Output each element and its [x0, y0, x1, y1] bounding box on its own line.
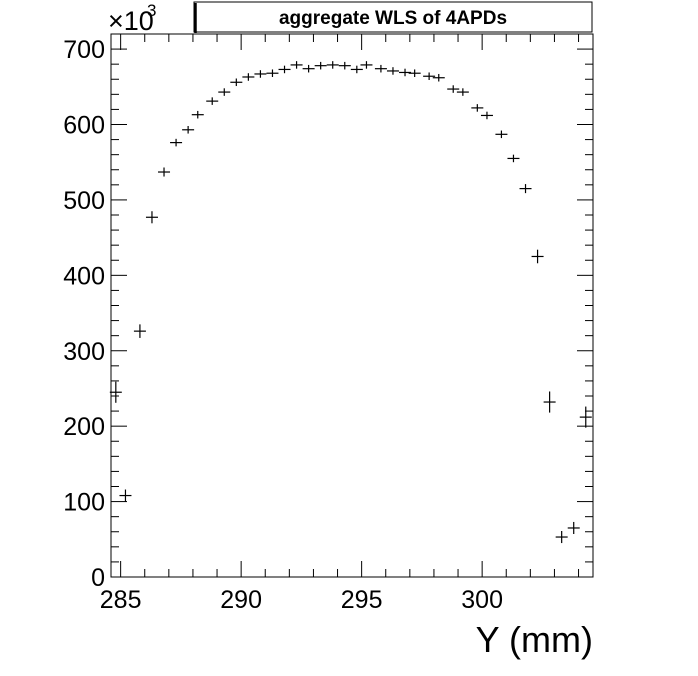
y-multiplier-base: ×10 — [108, 6, 154, 36]
y-tick-label: 700 — [63, 36, 105, 64]
data-point — [290, 61, 303, 69]
data-point — [480, 111, 493, 120]
data-point — [242, 73, 255, 81]
data-points — [109, 61, 592, 544]
data-point — [254, 70, 267, 78]
data-point — [218, 88, 231, 96]
data-point — [507, 154, 520, 163]
data-point — [519, 184, 532, 194]
data-point — [447, 85, 460, 93]
data-point — [338, 61, 351, 70]
data-point — [374, 64, 387, 73]
data-point — [579, 406, 592, 428]
data-point — [170, 138, 183, 147]
data-point — [278, 65, 291, 74]
data-point — [119, 489, 132, 502]
x-tick-label: 285 — [100, 586, 142, 614]
data-point — [360, 61, 373, 69]
data-point — [191, 110, 204, 119]
data-point — [408, 69, 421, 77]
data-point — [326, 61, 339, 69]
data-point — [266, 69, 279, 77]
data-point — [423, 72, 436, 81]
data-point — [399, 68, 412, 77]
chart-title: aggregate WLS of 4APDs — [279, 8, 507, 29]
data-point — [158, 167, 171, 177]
data-point — [314, 61, 327, 70]
data-point — [543, 391, 556, 413]
data-point — [182, 126, 195, 134]
y-tick-label: 600 — [63, 112, 105, 140]
data-point — [555, 530, 568, 544]
data-point — [145, 211, 158, 224]
y-axis-multiplier: ×10 3 — [108, 1, 156, 36]
x-tick-label: 290 — [220, 586, 262, 614]
data-point — [495, 130, 508, 139]
data-point — [456, 88, 469, 96]
data-point — [432, 73, 445, 82]
title-box-frame — [193, 1, 593, 33]
y-tick-label: 200 — [63, 413, 105, 441]
data-point — [386, 67, 399, 75]
data-point — [206, 97, 219, 105]
data-point — [471, 104, 484, 112]
y-tick-label: 400 — [63, 262, 105, 290]
y-multiplier-exponent: 3 — [147, 1, 156, 20]
x-axis-title: Y (mm) — [476, 619, 593, 660]
y-tick-label: 300 — [63, 338, 105, 366]
data-point — [531, 249, 544, 264]
data-point — [302, 64, 315, 73]
y-tick-label: 100 — [63, 489, 105, 517]
y-tick-label: 0 — [91, 564, 105, 592]
data-point — [350, 65, 363, 74]
plot-frame — [110, 33, 594, 578]
x-axis-ticks — [120, 34, 580, 577]
y-axis-ticks — [111, 33, 593, 578]
data-point — [567, 521, 580, 535]
y-tick-label: 500 — [63, 187, 105, 215]
data-point — [133, 324, 146, 338]
x-tick-label: 295 — [341, 586, 383, 614]
x-tick-label: 300 — [461, 586, 503, 614]
y-axis-tick-labels: 0 100 200 300 400 500 600 700 — [63, 36, 105, 592]
data-point — [230, 78, 243, 87]
title-box: aggregate WLS of 4APDs — [193, 1, 593, 33]
data-point — [109, 381, 122, 403]
x-axis-tick-labels: 285 290 295 300 — [100, 586, 503, 614]
